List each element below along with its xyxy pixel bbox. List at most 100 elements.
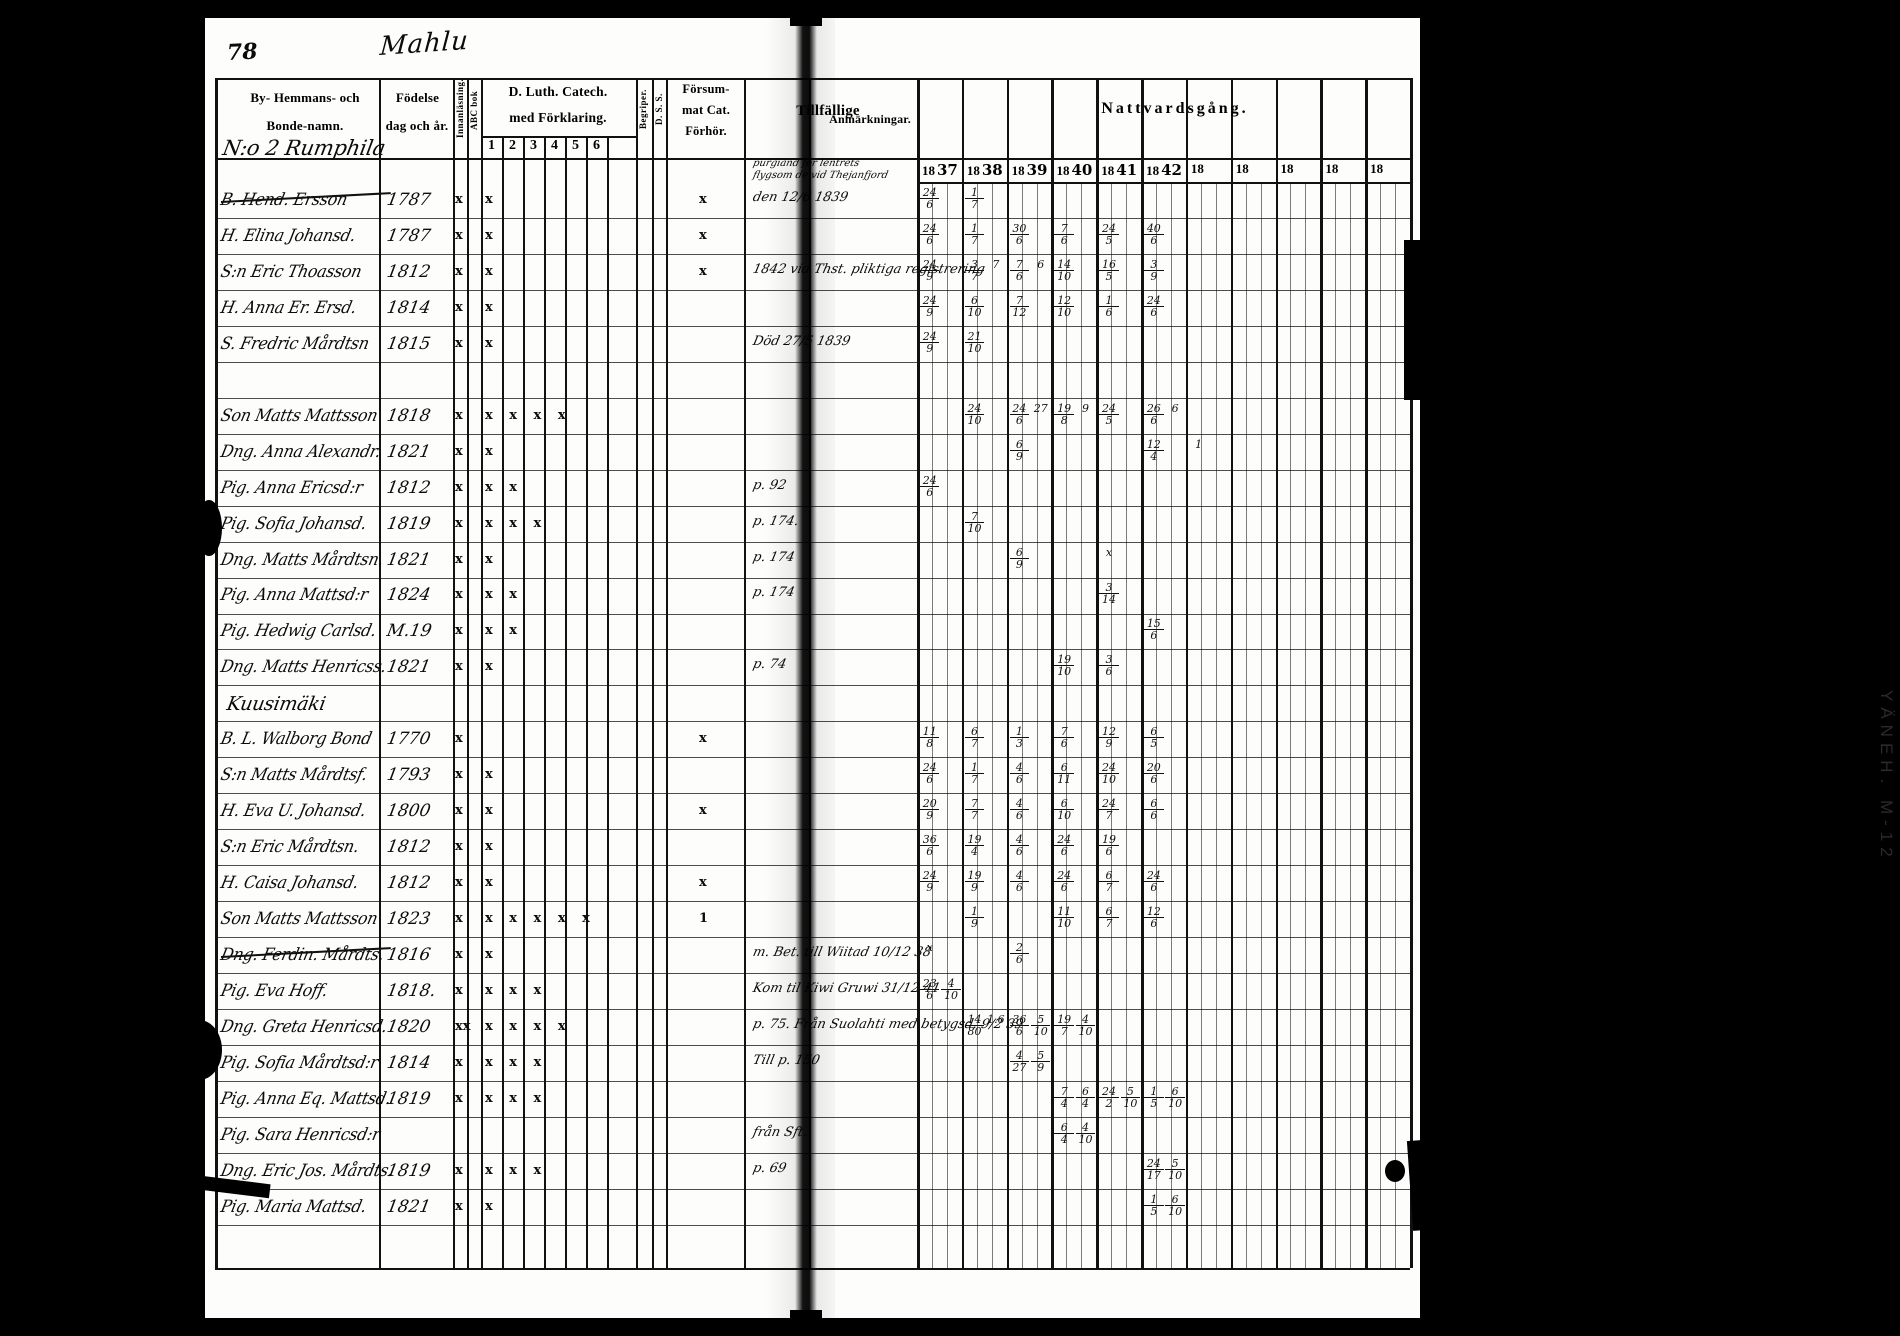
- grid-vline: [1006, 78, 1010, 1268]
- row-occasional-26: från Sft.: [751, 1124, 809, 1140]
- grid-hline: [215, 361, 1410, 363]
- row-birth-10: 1821: [385, 549, 433, 570]
- row-16-communion-0: 24 6: [920, 762, 940, 785]
- grid-vline: [1335, 182, 1337, 1268]
- grid-hline: [215, 793, 1410, 795]
- grid-vline: [1185, 78, 1189, 1268]
- row-15-communion-4: 12 9: [1099, 726, 1119, 749]
- row-birth-21: 1816: [385, 945, 433, 966]
- grid-hline: [215, 649, 1410, 651]
- grid-vline: [502, 136, 504, 1268]
- row-birth-24: 1814: [385, 1052, 433, 1073]
- row-birth-13: 1821: [385, 657, 433, 678]
- row-6-communion-3: 9: [1082, 401, 1090, 415]
- row-birth-19: 1812: [385, 873, 433, 894]
- col-header-birth-line2: dag och år.: [385, 118, 449, 133]
- grid-vline: [1305, 182, 1307, 1268]
- row-occasional-2: 1842 vid Thst. pliktiga registrering: [751, 261, 987, 277]
- grid-vline: [1275, 78, 1279, 1268]
- grid-hline: [215, 973, 1410, 975]
- row-catechism-16: x: [485, 767, 499, 783]
- grid-vline: [379, 78, 381, 1268]
- row-catechism-0: x: [485, 191, 499, 207]
- communion-year-header-4: 18 41: [1101, 161, 1138, 179]
- row-abc-23: xx: [455, 1018, 471, 1034]
- row-3-communion-1: 6 10: [964, 295, 985, 318]
- row-18-communion-4: 19 6: [1099, 834, 1119, 857]
- row-name-17: H. Eva U. Johansd.: [218, 801, 368, 822]
- row-abc-3: x: [455, 299, 463, 315]
- row-name-4: S. Fredric Mårdtsn: [218, 333, 371, 354]
- grid-hline: [215, 901, 1410, 903]
- row-name-19: H. Caisa Johansd.: [218, 873, 361, 894]
- row-catechism-27: x x x: [485, 1162, 548, 1178]
- row-abc-1: x: [455, 227, 463, 243]
- grid-hline: [215, 505, 1410, 507]
- row-23-communion-1: 14 80: [964, 1014, 985, 1037]
- row-name-13: Dng. Matts Henricss.: [218, 657, 389, 678]
- row-abc-25: x: [455, 1090, 463, 1106]
- row-occasional-22: Kom til Kiwi Gruwi 31/12 41: [751, 981, 942, 997]
- grid-vline: [1410, 78, 1413, 1268]
- catechism-number-4: 4: [551, 138, 558, 153]
- row-catechism-12: x x: [485, 623, 524, 639]
- row-birth-3: 1814: [385, 297, 433, 318]
- row-name-22: Pig. Eva Hoff.: [218, 981, 330, 1002]
- grid-vline: [607, 136, 609, 1268]
- row-name-10: Dng. Matts Mårdtsn.: [218, 549, 386, 570]
- row-25-communion-4: 5 10: [1120, 1086, 1141, 1109]
- row-catechism-25: x x x: [485, 1090, 548, 1106]
- communion-year-header-3: 18 40: [1056, 161, 1093, 179]
- row-25-communion-5: 6 10: [1165, 1086, 1185, 1109]
- grid-vline: [1395, 182, 1397, 1268]
- grid-hline: [215, 1009, 1410, 1011]
- row-abc-16: x: [455, 767, 463, 783]
- grid-hline: [215, 865, 1410, 867]
- row-birth-18: 1812: [385, 837, 433, 858]
- row-name-16: S:n Matts Mårdtsf.: [218, 765, 370, 786]
- grid-vline: [976, 182, 978, 1268]
- row-name-26: Pig. Sara Henricsd:r: [218, 1124, 382, 1145]
- row-23-communion-1: 1.6: [987, 1012, 1005, 1026]
- row-18-communion-0: 36 6: [920, 834, 940, 857]
- farm-heading: N:o 2 Rumphila: [220, 136, 388, 160]
- grid-vline: [1200, 182, 1202, 1268]
- row-occasional-27: p. 69: [751, 1160, 788, 1176]
- row-1-communion-2: 30 6: [1009, 223, 1030, 246]
- row-birth-0: 1787: [385, 189, 433, 210]
- row-1-communion-5: 40 6: [1144, 223, 1164, 246]
- row-15-communion-0: 11 8: [920, 726, 940, 749]
- row-7-communion-6: 1: [1195, 437, 1203, 451]
- row-9-communion-1: 7 10: [964, 511, 985, 534]
- row-absent-2: x: [699, 263, 707, 279]
- row-23-communion-2: 36 6: [1009, 1014, 1030, 1037]
- row-birth-1: 1787: [385, 225, 433, 246]
- row-abc-11: x: [455, 587, 463, 603]
- grid-vline: [961, 78, 965, 1268]
- grid-hline: [215, 1081, 1410, 1082]
- row-abc-21: x: [455, 947, 463, 963]
- row-birth-2: 1812: [385, 261, 433, 282]
- row-occasional-9: p. 174.: [751, 513, 801, 529]
- row-name-27: Dng. Eric Jos. Mårdts.: [218, 1160, 395, 1181]
- row-21-communion-0: x: [926, 941, 933, 955]
- row-18-communion-3: 24 6: [1054, 834, 1074, 857]
- row-birth-7: 1821: [385, 441, 433, 462]
- row-name-8: Pig. Anna Ericsd:r: [218, 477, 365, 498]
- row-abc-27: x: [455, 1162, 463, 1178]
- row-birth-25: 1819: [385, 1088, 433, 1109]
- row-birth-6: 1818: [385, 405, 433, 426]
- grid-hline: [215, 577, 1410, 579]
- row-catechism-23: x x x x: [485, 1019, 572, 1034]
- grid-vline: [586, 136, 588, 1268]
- row-20-communion-5: 12 6: [1144, 906, 1164, 929]
- grid-hline: [215, 397, 1410, 399]
